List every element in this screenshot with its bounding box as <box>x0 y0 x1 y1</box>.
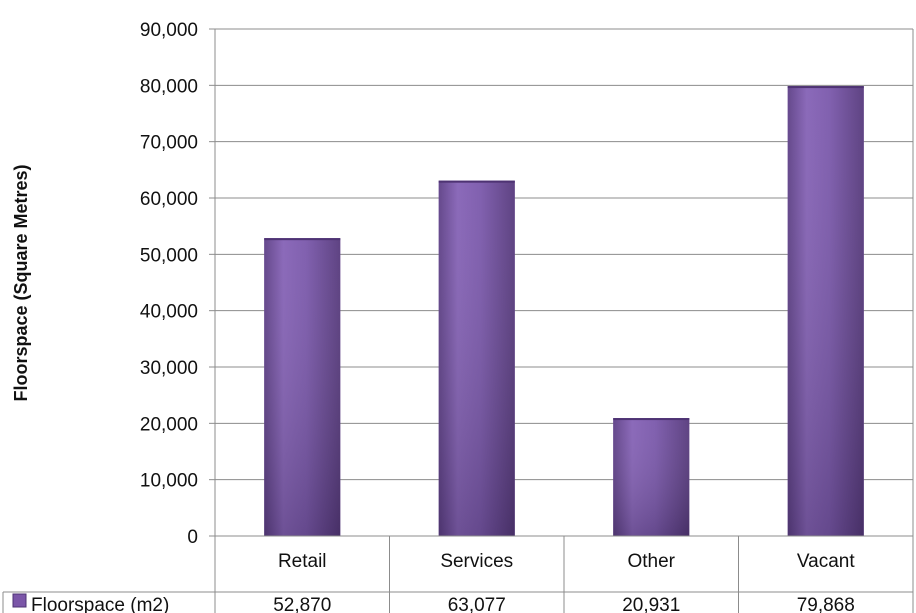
y-tick-label: 60,000 <box>140 189 198 210</box>
data-table-value: 52,870 <box>273 595 331 613</box>
legend-label: Floorspace (m2) <box>31 595 169 613</box>
bars <box>264 86 864 537</box>
legend-swatch <box>12 593 27 608</box>
bar-top-edge <box>264 238 341 241</box>
data-table-value: 63,077 <box>448 595 506 613</box>
data-table: Retail 52,870 Services 63,077 Other 20,931 Vac… <box>2 535 914 613</box>
y-tick-label: 90,000 <box>140 20 198 41</box>
y-tick-label: 70,000 <box>140 133 198 154</box>
category-label: Retail <box>278 551 327 572</box>
bar <box>787 86 864 536</box>
bar-gloss <box>613 418 690 536</box>
y-tick-label: 50,000 <box>140 245 198 266</box>
y-axis-label: Floorspace (Square Metres) <box>11 164 31 401</box>
bar <box>264 238 341 537</box>
y-tick-label: 0 <box>187 527 198 548</box>
bar-top-edge <box>613 418 690 421</box>
y-tick-label: 30,000 <box>140 358 198 379</box>
data-table-value: 79,868 <box>797 595 855 613</box>
data-table-value: 20,931 <box>622 595 680 613</box>
y-tick-label: 20,000 <box>140 414 198 435</box>
category-label: Services <box>440 551 513 572</box>
y-tick-label: 80,000 <box>140 76 198 97</box>
y-axis-ticks: 0 10,000 20,000 30,000 40,000 50,000 60,000 70,… <box>140 20 215 548</box>
bar-gloss <box>264 238 341 537</box>
bar-top-edge <box>438 180 515 183</box>
category-label: Other <box>627 551 675 572</box>
y-tick-label: 10,000 <box>140 471 198 492</box>
bar <box>438 180 515 536</box>
category-label: Vacant <box>797 551 855 572</box>
bar <box>613 418 690 536</box>
y-tick-label: 40,000 <box>140 302 198 323</box>
bar-top-edge <box>787 86 864 89</box>
bar-gloss <box>438 180 515 536</box>
bar-gloss <box>787 86 864 536</box>
